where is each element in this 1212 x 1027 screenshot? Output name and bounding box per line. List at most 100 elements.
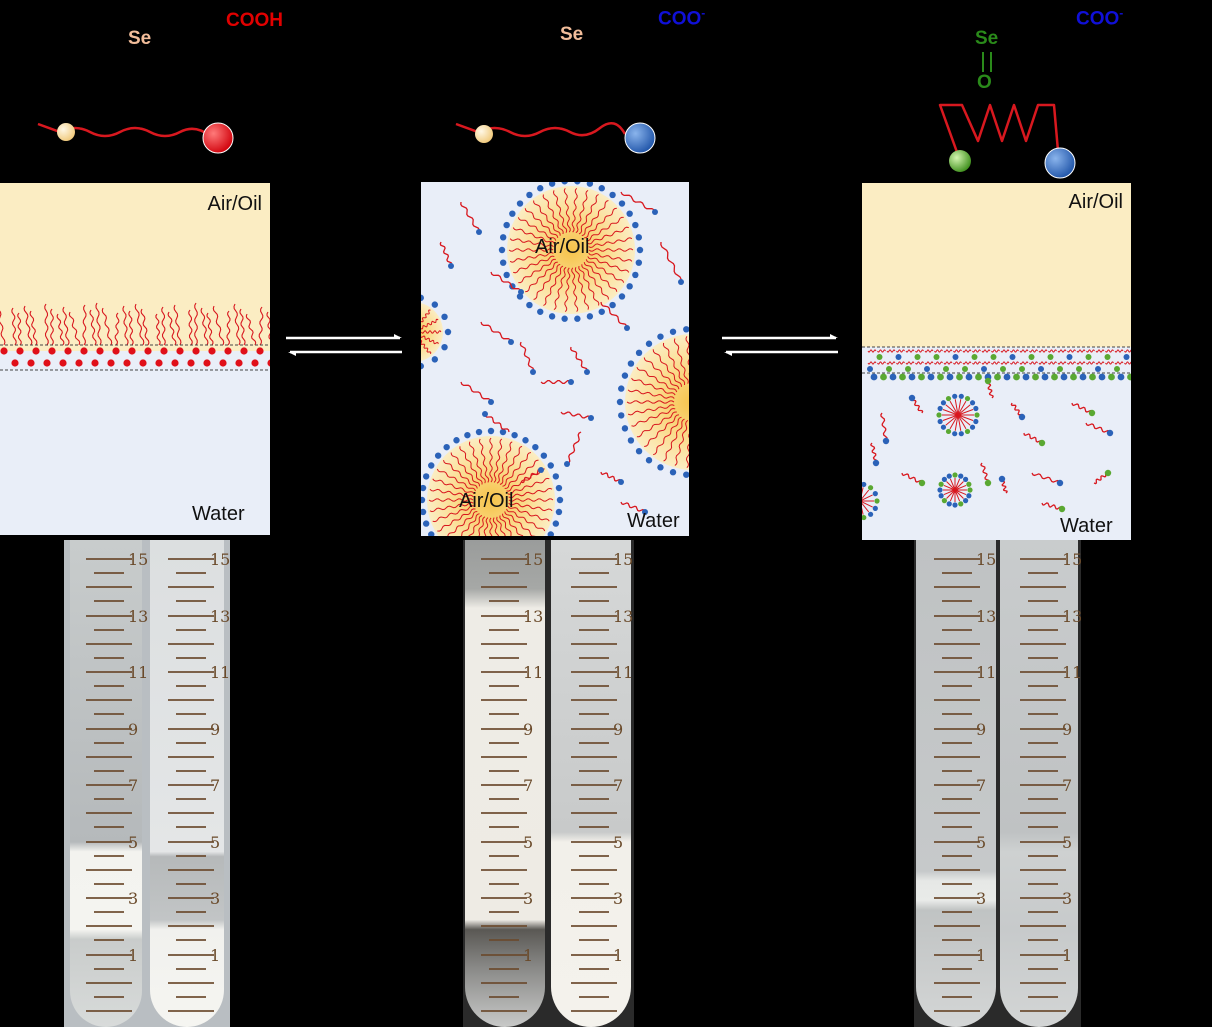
p3-interface-tail (1057, 361, 1067, 365)
graduation-number: 13 (128, 606, 149, 626)
graduation-tick (934, 642, 980, 645)
micelle-a-head (548, 182, 556, 187)
graduation-tick (571, 784, 617, 786)
graduation-tick (1020, 727, 1066, 730)
graduation-tick (168, 727, 214, 730)
micelle-a-head (618, 293, 626, 300)
p3-free-surfactant-tail (901, 472, 923, 484)
se-label-2: Se (560, 24, 584, 45)
small-micelle-a-tail (957, 414, 971, 426)
small-micelle-a-head (969, 400, 976, 406)
graduation-number: 7 (1062, 776, 1073, 795)
micelle-b-head (421, 484, 427, 492)
graduation-tick (579, 741, 609, 744)
graduation-number: 9 (613, 719, 624, 739)
micelle-a-tail (584, 207, 617, 239)
micelle-b-tail (493, 438, 503, 483)
micelle-c-tail (636, 367, 678, 393)
micelle-a-tail (583, 261, 618, 292)
graduation-number: 15 (976, 550, 997, 569)
graduation-tick (168, 614, 214, 617)
micelle-b-head (556, 496, 564, 504)
mixed-layer-scene (862, 346, 1131, 521)
graduation-tick (489, 854, 519, 857)
small-micelle-a-tail (954, 399, 959, 416)
p3-interface-tail (877, 349, 886, 353)
graduation-tick (1020, 981, 1066, 984)
p3-interface-tail (991, 349, 1000, 353)
micelle-a-head (635, 259, 643, 266)
p1-carboxyl-head (75, 359, 83, 367)
graduation-number: 9 (1062, 719, 1073, 739)
small-micelle-a-tail (945, 404, 959, 416)
graduation-number: 11 (1062, 663, 1081, 682)
graduation-tick (481, 699, 527, 702)
p1-surfactant-tail (140, 308, 150, 346)
p3-interface-tail (1038, 349, 1048, 353)
small-micelle-b-tail (954, 489, 967, 496)
p3-interface-tail (1076, 361, 1086, 365)
graduation-tick (579, 628, 609, 631)
p1-carboxyl-head (48, 347, 56, 355)
micelle-b-head (422, 473, 430, 480)
micelle-b-head (552, 520, 560, 527)
free-surfactant-tail (566, 431, 582, 465)
panel-micelles: Air/Oil Air/Oil Water (421, 182, 689, 536)
p1-surfactant-tail (188, 309, 193, 346)
graduation-tick (94, 656, 124, 659)
micelle-b-tail (436, 468, 476, 492)
micelle-c-tail (673, 338, 689, 384)
graduation-tick (934, 812, 980, 815)
micelle-a-head (537, 308, 544, 315)
micelle-c-tail (652, 349, 682, 387)
graduation-tick (571, 699, 617, 702)
free-surfactant-tail (519, 341, 535, 373)
micelle-c-tail (626, 400, 675, 404)
graduation-tick (176, 685, 206, 688)
graduation-tick (176, 939, 206, 942)
graduation-tick (1020, 699, 1066, 702)
micelle-c-head (616, 398, 624, 406)
graduation-tick (94, 685, 124, 688)
graduation-scale-right: 15 13 11 9 7 5 3 1 (1016, 540, 1081, 1027)
graduation-tick (481, 558, 527, 560)
graduation-tick (571, 614, 617, 617)
micelle-b-tail (459, 446, 483, 485)
p3-interface-head (943, 366, 949, 372)
micelle-a-head (635, 234, 643, 241)
micelle-d-tail (421, 309, 431, 323)
graduation-tick (579, 854, 609, 857)
graduation-tick (481, 925, 527, 928)
p3-free-surfactant-head (1056, 479, 1064, 487)
tube-right (551, 540, 631, 1027)
graduation-tick (86, 953, 132, 956)
free-surfactant-tail (480, 321, 512, 343)
small-micelle-b-head (963, 476, 969, 482)
graduation-tick (489, 741, 519, 744)
p3-interface-tail (934, 361, 943, 365)
micelle-b-tail (508, 502, 553, 512)
graduation-tick (86, 840, 132, 843)
graduation-number: 15 (613, 550, 634, 569)
graduation-tick (168, 1010, 214, 1012)
graduation-tick (168, 699, 214, 702)
water-label-2: Water (627, 510, 680, 532)
graduation-number: 7 (128, 776, 139, 795)
graduation-tick (571, 558, 617, 560)
micelle-b-tail (496, 441, 513, 484)
graduation-tick (94, 741, 124, 744)
p1-carboxyl-head (144, 347, 152, 355)
p3-free-surfactant-head (1038, 439, 1046, 447)
graduation-tick (176, 826, 206, 829)
p3-interface-head (895, 354, 902, 360)
equilibrium-arrow-icon (286, 334, 402, 356)
small-micelle-a-tail (949, 414, 959, 430)
p3-sublayer-head (965, 373, 973, 381)
micelle-b-tail (450, 452, 480, 487)
graduation-tick (481, 784, 527, 786)
small-micelle-b-head (952, 472, 958, 478)
micelle-b-tail (492, 517, 499, 536)
graduation-tick (579, 798, 609, 801)
micelle-c-head (669, 469, 677, 476)
p3-free-surfactant-tail (1023, 432, 1043, 444)
